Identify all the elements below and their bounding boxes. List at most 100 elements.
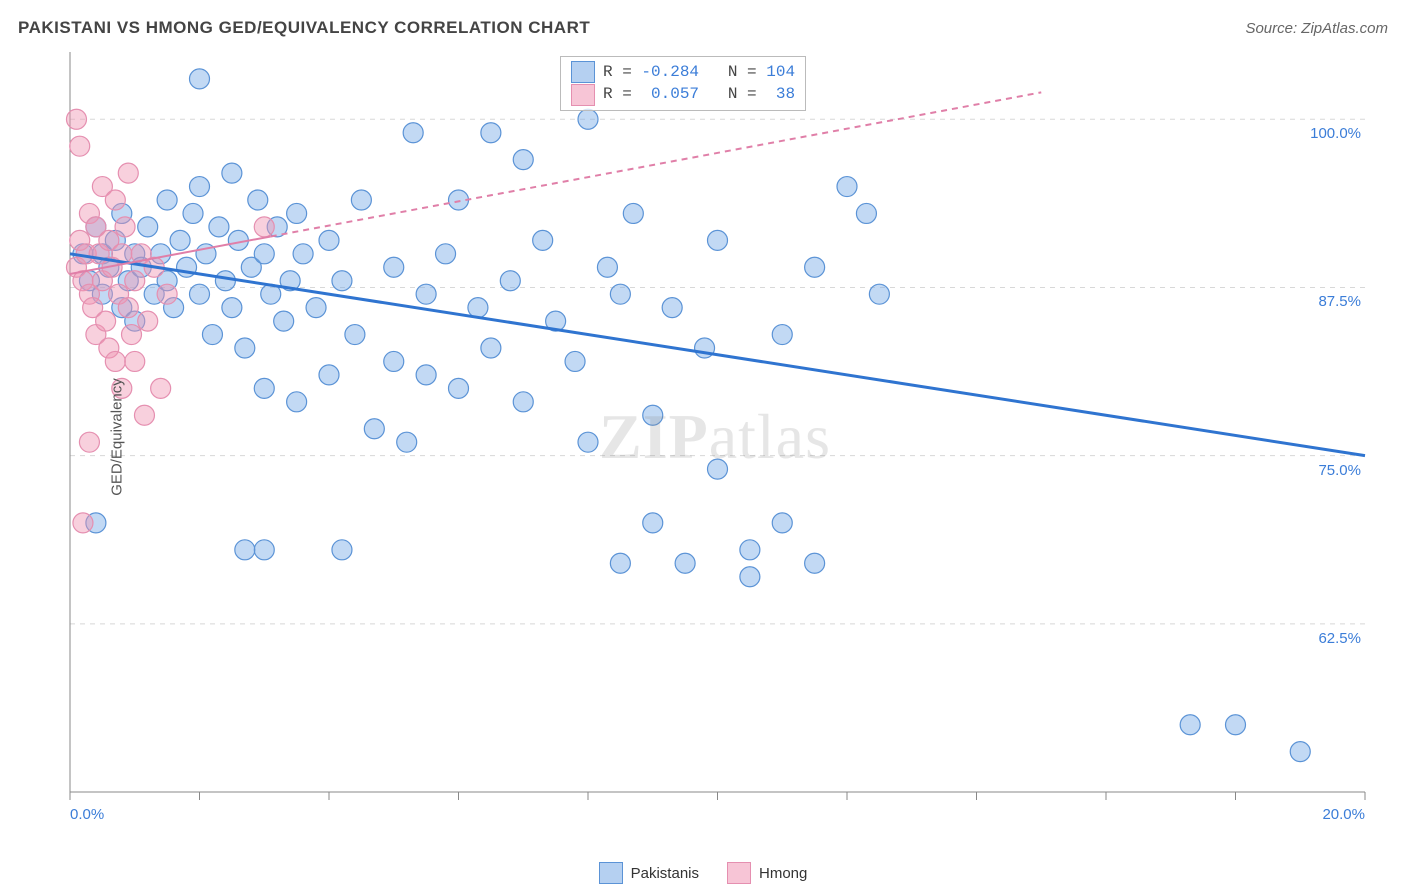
- scatter-point: [332, 271, 352, 291]
- scatter-point: [351, 190, 371, 210]
- stats-row: R = -0.284 N = 104: [571, 61, 795, 83]
- scatter-point: [416, 365, 436, 385]
- scatter-point: [122, 325, 142, 345]
- scatter-point: [384, 351, 404, 371]
- scatter-point: [222, 163, 242, 183]
- scatter-point: [319, 365, 339, 385]
- scatter-point: [623, 203, 643, 223]
- scatter-point: [202, 325, 222, 345]
- scatter-point: [565, 351, 585, 371]
- legend-swatch: [727, 862, 751, 884]
- plot-area: ZIPatlas GED/Equivalency R = -0.284 N = …: [50, 52, 1380, 822]
- scatter-point: [306, 298, 326, 318]
- stats-swatch: [571, 61, 595, 83]
- scatter-point: [157, 190, 177, 210]
- scatter-point: [170, 230, 190, 250]
- stats-swatch: [571, 84, 595, 106]
- chart-title: PAKISTANI VS HMONG GED/EQUIVALENCY CORRE…: [18, 18, 590, 38]
- legend-label: Hmong: [759, 865, 807, 882]
- scatter-point: [837, 177, 857, 197]
- scatter-point: [513, 150, 533, 170]
- scatter-point: [66, 109, 86, 129]
- scatter-point: [708, 230, 728, 250]
- scatter-point: [79, 432, 99, 452]
- y-tick-label: 100.0%: [1310, 125, 1361, 142]
- scatter-point: [436, 244, 456, 264]
- scatter-point: [209, 217, 229, 237]
- scatter-point: [481, 338, 501, 358]
- scatter-point: [364, 419, 384, 439]
- scatter-point: [740, 567, 760, 587]
- scatter-point: [118, 163, 138, 183]
- scatter-point: [578, 109, 598, 129]
- scatter-point: [235, 338, 255, 358]
- scatter-point: [772, 325, 792, 345]
- scatter-point: [151, 378, 171, 398]
- scatter-point: [96, 311, 116, 331]
- scatter-point: [134, 405, 154, 425]
- scatter-point: [274, 311, 294, 331]
- scatter-point: [254, 540, 274, 560]
- legend-item: Hmong: [727, 862, 807, 884]
- scatter-point: [578, 432, 598, 452]
- scatter-point: [105, 351, 125, 371]
- scatter-point: [772, 513, 792, 533]
- scatter-point: [384, 257, 404, 277]
- scatter-point: [675, 553, 695, 573]
- scatter-point: [403, 123, 423, 143]
- scatter-point: [805, 553, 825, 573]
- scatter-point: [118, 298, 138, 318]
- scatter-point: [468, 298, 488, 318]
- scatter-point: [138, 217, 158, 237]
- scatter-point: [190, 284, 210, 304]
- scatter-point: [597, 257, 617, 277]
- scatter-point: [70, 136, 90, 156]
- y-tick-label: 62.5%: [1318, 630, 1361, 647]
- scatter-point: [1290, 742, 1310, 762]
- scatter-point: [293, 244, 313, 264]
- scatter-point: [740, 540, 760, 560]
- scatter-point: [708, 459, 728, 479]
- scatter-point: [254, 244, 274, 264]
- stats-legend-box: R = -0.284 N = 104R = 0.057 N = 38: [560, 56, 806, 111]
- scatter-point: [222, 298, 242, 318]
- x-tick-label: 20.0%: [1322, 806, 1365, 823]
- scatter-point: [73, 513, 93, 533]
- series-legend: Pakistanis Hmong: [0, 862, 1406, 884]
- scatter-point: [513, 392, 533, 412]
- scatter-point: [1226, 715, 1246, 735]
- legend-item: Pakistanis: [599, 862, 699, 884]
- scatter-point: [856, 203, 876, 223]
- scatter-point: [105, 190, 125, 210]
- scatter-point: [125, 271, 145, 291]
- scatter-point: [397, 432, 417, 452]
- stats-row: R = 0.057 N = 38: [571, 83, 795, 105]
- scatter-point: [125, 351, 145, 371]
- chart-source: Source: ZipAtlas.com: [1245, 20, 1388, 37]
- scatter-point: [319, 230, 339, 250]
- scatter-point: [500, 271, 520, 291]
- scatter-point: [345, 325, 365, 345]
- scatter-point: [869, 284, 889, 304]
- chart-header: PAKISTANI VS HMONG GED/EQUIVALENCY CORRE…: [18, 18, 1388, 38]
- scatter-point: [287, 203, 307, 223]
- scatter-point: [610, 553, 630, 573]
- scatter-point: [643, 405, 663, 425]
- y-tick-label: 75.0%: [1318, 462, 1361, 479]
- y-tick-label: 87.5%: [1318, 293, 1361, 310]
- scatter-point: [416, 284, 436, 304]
- legend-swatch: [599, 862, 623, 884]
- x-tick-label: 0.0%: [70, 806, 104, 823]
- scatter-point: [190, 177, 210, 197]
- scatter-point: [254, 378, 274, 398]
- scatter-point: [332, 540, 352, 560]
- scatter-point: [215, 271, 235, 291]
- scatter-point: [115, 217, 135, 237]
- scatter-point: [481, 123, 501, 143]
- scatter-point: [235, 540, 255, 560]
- y-axis-label: GED/Equivalency: [108, 378, 125, 496]
- legend-label: Pakistanis: [631, 865, 699, 882]
- scatter-point: [183, 203, 203, 223]
- scatter-point: [254, 217, 274, 237]
- scatter-point: [1180, 715, 1200, 735]
